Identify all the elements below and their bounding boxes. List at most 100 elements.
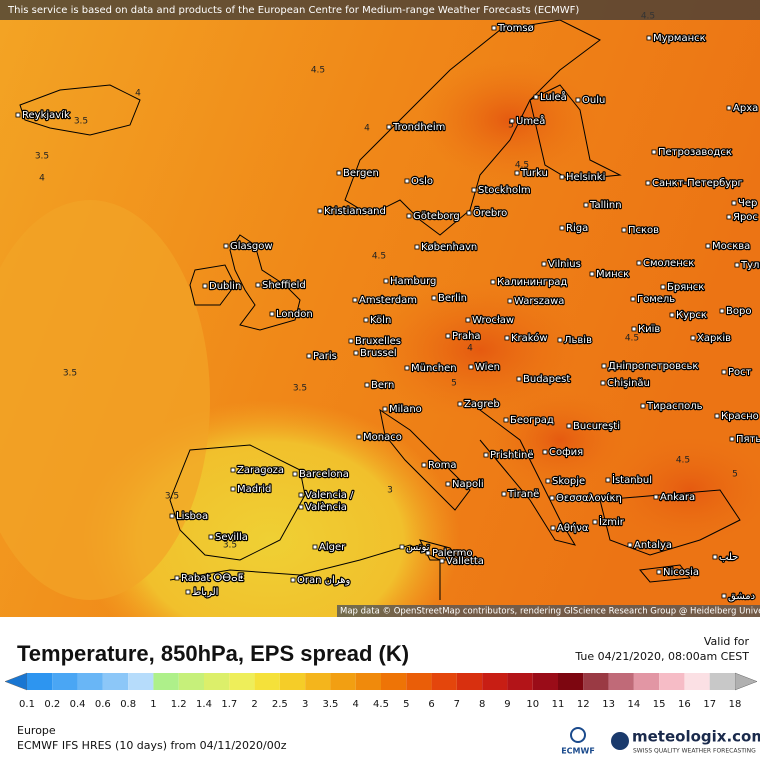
colorbar-segment [254, 673, 280, 690]
colorbar-segment [381, 673, 407, 690]
city-label: Nicosia [663, 567, 699, 578]
city-marker [729, 436, 735, 442]
colorbar-tick-label: 5 [403, 699, 409, 710]
notice: This service is based on data and produc… [7, 5, 579, 16]
field-high [490, 390, 630, 490]
city-label: Budapest [523, 374, 570, 385]
city-marker [230, 486, 236, 492]
city-label: Калининград [497, 277, 567, 288]
city-marker [223, 243, 229, 249]
colorbar-segment [305, 673, 331, 690]
city-label: Skopje [552, 476, 585, 487]
city-label: Wien [475, 362, 500, 373]
city-label: Київ [638, 324, 660, 335]
colorbar-segment [507, 673, 533, 690]
city-label: Oran وهران [297, 575, 351, 586]
city-marker [483, 452, 489, 458]
colorbar-segment [178, 673, 204, 690]
city-label: Ярос [733, 212, 758, 223]
colorbar-tick-label: 1.7 [221, 699, 237, 710]
notice-bar [0, 0, 760, 20]
city-label: Пять [736, 434, 760, 445]
colorbar-segment [27, 673, 53, 690]
city-label: Roma [428, 460, 457, 471]
city-marker [507, 298, 513, 304]
contour-label: 4.5 [515, 161, 529, 171]
city-marker [621, 227, 627, 233]
colorbar-segment [709, 673, 735, 690]
city-marker [292, 471, 298, 477]
city-marker [431, 295, 437, 301]
city-marker [731, 200, 737, 206]
city-label: Sheffield [262, 280, 306, 291]
city-marker [364, 382, 370, 388]
city-marker [550, 525, 556, 531]
city-label: Αθήνα [557, 522, 589, 534]
city-marker [255, 282, 261, 288]
city-label: Milano [389, 404, 422, 415]
city-marker [630, 296, 636, 302]
colorbar-tick-label: 1.4 [196, 699, 212, 710]
city-marker [646, 35, 652, 41]
city-label: Рост [728, 367, 752, 378]
city-label: Минск [596, 269, 629, 280]
city-marker [719, 308, 725, 314]
city-marker [557, 337, 563, 343]
city-label: Chişinău [607, 378, 650, 389]
city-marker [386, 124, 392, 130]
contour-label: 3.5 [35, 152, 49, 162]
city-label: København [421, 242, 477, 253]
city-marker [651, 149, 657, 155]
city-marker [734, 262, 740, 268]
colorbar-segment [128, 673, 154, 690]
city-marker [627, 542, 633, 548]
city-marker [414, 244, 420, 250]
colorbar-segment [330, 673, 356, 690]
city-label: Valencia / [305, 490, 354, 501]
city-marker [445, 333, 451, 339]
city-marker [514, 170, 520, 176]
logo-tagline: SWISS QUALITY WEATHER FORECASTING [633, 748, 756, 755]
city-label: Zagreb [464, 399, 500, 410]
city-label: Bern [371, 380, 394, 391]
city-marker [533, 94, 539, 100]
city-marker [640, 403, 646, 409]
city-marker [549, 495, 555, 501]
colorbar-segment [482, 673, 508, 690]
city-label: Helsinki [566, 172, 605, 183]
colorbar-tick-label: 4 [353, 699, 359, 710]
colorbar-segment [229, 673, 255, 690]
city-marker [230, 467, 236, 473]
city-label: Vilnius [548, 259, 581, 270]
colorbar-tick-label: 7 [454, 699, 460, 710]
city-marker [601, 363, 607, 369]
colorbar-tick-label: 3 [302, 699, 308, 710]
city-marker [690, 335, 696, 341]
city-label: Петрозаводск [658, 147, 732, 158]
colorbar-segment [355, 673, 381, 690]
city-label: Смоленск [643, 258, 694, 269]
city-label: Bucureşti [573, 421, 620, 432]
city-label: Hamburg [390, 276, 436, 287]
city-label: دمشق [728, 591, 755, 602]
colorbar-tick-label: 12 [577, 699, 590, 710]
city-label: Чер [738, 198, 757, 209]
city-marker [721, 593, 727, 599]
city-label: Praha [452, 331, 481, 342]
city-marker [705, 243, 711, 249]
colorbar-segment [153, 673, 179, 690]
colorbar-segment [204, 673, 230, 690]
colorbar-segment [684, 673, 710, 690]
city-label: Oulu [582, 95, 605, 106]
contour-label: 4.5 [372, 252, 386, 262]
city-marker [425, 550, 431, 556]
city-label: Antalya [634, 540, 672, 551]
contour-label: 4 [364, 124, 370, 134]
colorbar-tick-label: 11 [552, 699, 565, 710]
city-marker [439, 558, 445, 564]
city-label: Madrid [237, 484, 271, 495]
colorbar-tick-label: 0.1 [19, 699, 35, 710]
city-marker [605, 477, 611, 483]
city-marker [575, 97, 581, 103]
contour-label: 5 [508, 121, 514, 131]
